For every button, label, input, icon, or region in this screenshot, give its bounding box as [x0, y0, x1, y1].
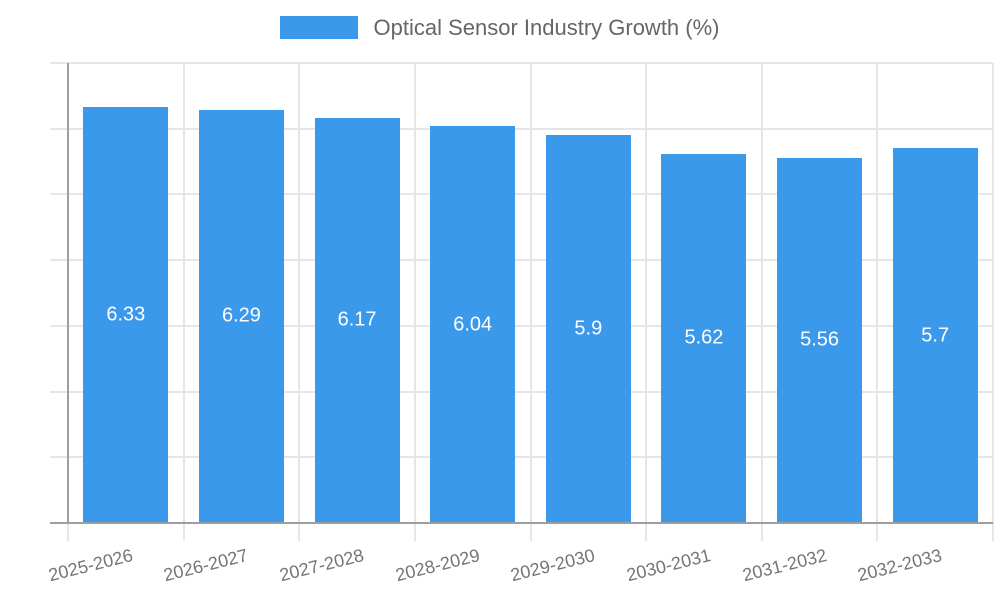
bar[interactable] [777, 157, 863, 523]
y-axis-line [67, 63, 69, 523]
x-grid-line [413, 63, 416, 523]
bar[interactable] [892, 148, 978, 523]
bar[interactable] [198, 109, 284, 523]
x-grid-line [992, 63, 994, 523]
bar-value-label: 5.9 [574, 317, 603, 340]
bar-value-label: 5.62 [684, 326, 724, 349]
y-grid-line [50, 390, 993, 393]
x-tick [529, 523, 532, 541]
y-grid-line [50, 127, 993, 130]
x-tick [298, 523, 301, 541]
y-grid-line [50, 62, 993, 64]
x-grid-line [529, 63, 532, 523]
bar-value-label: 6.17 [337, 308, 377, 331]
y-grid-line [50, 259, 993, 262]
y-grid-line [50, 324, 993, 327]
x-axis-line [50, 522, 993, 524]
bar[interactable] [83, 107, 169, 523]
x-grid-line [182, 63, 185, 523]
bar[interactable] [430, 126, 516, 523]
bar[interactable] [545, 135, 631, 523]
x-grid-line [760, 63, 763, 523]
x-tick [182, 523, 185, 541]
legend-swatch [280, 16, 359, 39]
x-tick [645, 523, 648, 541]
x-grid-line [645, 63, 648, 523]
x-tick [876, 523, 879, 541]
x-grid-line [298, 63, 301, 523]
y-grid-line [50, 456, 993, 459]
x-tick [992, 523, 994, 541]
bar-value-label: 6.04 [453, 313, 493, 336]
x-grid-line [876, 63, 879, 523]
legend-label: Optical Sensor Industry Growth (%) [373, 15, 720, 40]
bar-value-label: 5.7 [921, 324, 950, 347]
bar-value-label: 6.33 [106, 303, 146, 326]
x-tick [760, 523, 763, 541]
bar[interactable] [661, 153, 747, 523]
y-grid-line [50, 193, 993, 196]
x-tick [67, 523, 69, 541]
x-tick [413, 523, 416, 541]
bar[interactable] [314, 117, 400, 523]
bar-value-label: 5.56 [800, 328, 840, 351]
bar-value-label: 6.29 [221, 304, 261, 327]
legend[interactable]: Optical Sensor Industry Growth (%) [0, 16, 1000, 39]
